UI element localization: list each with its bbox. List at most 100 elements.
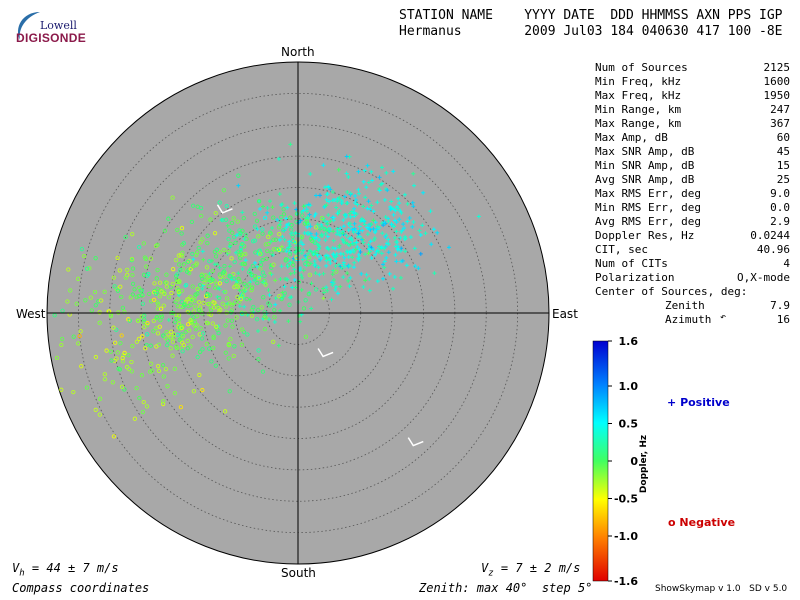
positive-source-point <box>348 242 353 247</box>
plus-marker-icon: + <box>667 396 677 409</box>
negative-source-point <box>271 215 276 220</box>
negative-source-point <box>161 401 166 407</box>
azimuth-arrow-icon: ↶ <box>720 312 727 323</box>
positive-source-point <box>308 171 313 176</box>
positive-source-point <box>284 225 289 230</box>
negative-source-point <box>188 344 193 349</box>
positive-source-point <box>393 252 398 257</box>
positive-source-point <box>397 201 402 206</box>
negative-source-point <box>226 356 231 361</box>
positive-source-point <box>265 205 270 210</box>
positive-source-point <box>277 237 282 242</box>
negative-source-point <box>146 271 151 277</box>
stat-label: Min Range, km <box>595 103 682 116</box>
positive-source-point <box>341 275 346 280</box>
negative-source-point <box>71 389 76 395</box>
negative-source-point <box>291 262 296 268</box>
negative-source-point <box>97 412 102 417</box>
negative-source-point <box>89 308 94 313</box>
negative-source-point <box>84 385 90 390</box>
positive-source-point <box>337 208 342 213</box>
positive-source-point <box>363 252 368 257</box>
colorbar-gradient <box>592 340 609 582</box>
positive-source-point <box>361 240 366 245</box>
positive-source-point <box>293 285 298 290</box>
negative-source-point <box>117 268 122 273</box>
positive-source-point <box>325 246 330 251</box>
negative-source-point <box>142 325 147 330</box>
positive-source-point <box>296 299 301 304</box>
positive-source-point <box>401 222 406 227</box>
negative-source-point <box>262 314 267 319</box>
negative-source-point <box>164 329 169 335</box>
negative-source-point <box>135 318 141 324</box>
negative-source-point <box>240 241 245 247</box>
negative-source-point <box>122 350 127 356</box>
negative-source-point <box>59 336 65 342</box>
positive-source-point <box>166 318 171 323</box>
colorbar-label: Doppler, Hz <box>639 435 649 493</box>
positive-source-point <box>299 287 304 292</box>
negative-source-point <box>179 288 185 293</box>
negative-source-point <box>207 259 212 264</box>
negative-source-point <box>157 294 163 299</box>
negative-source-point <box>258 262 264 267</box>
positive-source-point <box>365 163 370 168</box>
negative-source-point <box>211 305 217 310</box>
negative-source-point <box>268 231 273 236</box>
negative-source-point <box>202 280 207 285</box>
positive-source-point <box>366 251 371 256</box>
negative-source-point <box>232 344 237 349</box>
negative-source-point <box>129 369 135 374</box>
positive-source-point <box>347 236 352 241</box>
positive-source-point <box>252 260 257 265</box>
negative-source-point <box>192 304 198 310</box>
positive-source-point <box>371 247 376 252</box>
positive-source-point <box>352 260 357 265</box>
velocity-arrows <box>216 204 424 447</box>
positive-source-point <box>256 328 261 333</box>
negative-source-point <box>125 267 130 273</box>
center-azimuth-label: Azimuth <box>665 313 712 326</box>
positive-source-point <box>349 237 354 242</box>
velocity-arrow <box>216 204 233 214</box>
doppler-colorbar: 1.6 1.0 0.5 0 -0.5 -1.0 -1.6 Doppler, Hz <box>592 336 649 588</box>
negative-source-point <box>172 390 178 396</box>
positive-source-point <box>358 249 363 254</box>
negative-source-point <box>130 343 135 349</box>
negative-source-point <box>221 188 227 193</box>
horizontal-velocity: Vh = 44 ± 7 m/s <box>12 561 119 579</box>
positive-source-point <box>367 288 372 293</box>
negative-source-point <box>175 279 180 285</box>
positive-source-point <box>338 284 343 289</box>
positive-source-point <box>356 169 361 174</box>
negative-source-point <box>198 240 203 245</box>
positive-source-point <box>346 255 351 260</box>
positive-source-point <box>377 188 382 193</box>
colorbar-tick-label: -1.0 <box>614 530 638 543</box>
positive-source-point <box>292 201 297 206</box>
negative-source-point <box>193 292 198 297</box>
stat-label: Max Freq, kHz <box>595 89 682 102</box>
positive-source-point <box>384 170 389 175</box>
positive-source-point <box>282 284 287 289</box>
negative-source-point <box>192 294 198 299</box>
negative-source-point <box>229 318 235 323</box>
negative-source-point <box>279 214 284 220</box>
colorbar-tick-label: -0.5 <box>614 493 638 506</box>
negative-source-point <box>276 247 282 252</box>
negative-source-point <box>140 301 145 306</box>
negative-source-point <box>233 299 238 305</box>
positive-source-point <box>382 259 387 264</box>
positive-source-point <box>288 271 293 276</box>
stat-label: Max RMS Err, deg <box>595 187 701 200</box>
positive-source-point <box>312 214 317 219</box>
positive-source-point <box>273 278 278 283</box>
negative-source-point <box>139 373 145 378</box>
positive-source-point <box>418 251 423 256</box>
positive-source-point <box>340 231 345 236</box>
positive-source-point <box>354 211 359 216</box>
negative-source-point <box>216 330 221 336</box>
positive-source-point <box>392 275 397 280</box>
negative-source-point <box>180 349 185 354</box>
